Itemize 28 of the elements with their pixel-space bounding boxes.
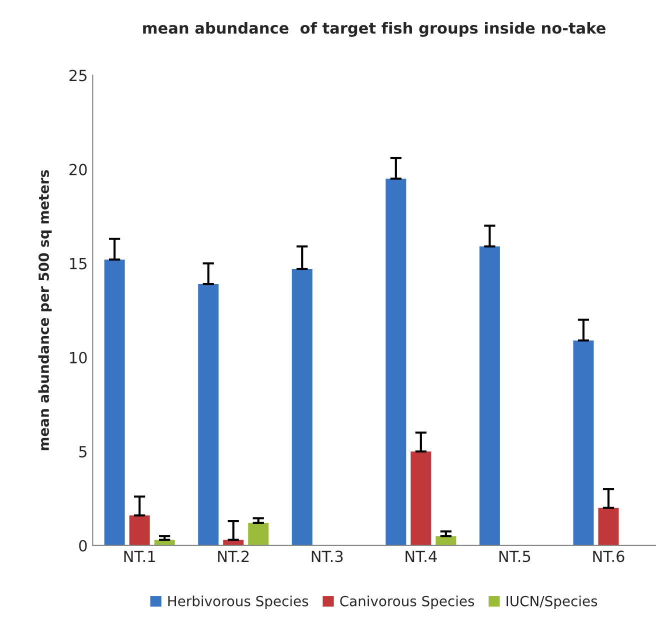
y-tick-label: 15 bbox=[70, 258, 86, 270]
bar bbox=[292, 268, 312, 546]
bar bbox=[198, 284, 219, 546]
bar bbox=[573, 340, 594, 546]
bar bbox=[104, 260, 125, 546]
y-tick-label: 25 bbox=[69, 70, 86, 82]
legend-label: Canivorous Species bbox=[340, 596, 474, 610]
bar bbox=[129, 515, 150, 546]
bar bbox=[248, 522, 269, 546]
x-tick-label: NT.3 bbox=[312, 550, 343, 562]
x-tick-label: NT.5 bbox=[499, 550, 530, 562]
y-tick-label: 20 bbox=[69, 164, 87, 176]
bar bbox=[436, 536, 456, 546]
y-tick-label: 10 bbox=[70, 352, 87, 364]
chart-title: mean abundance of target fish groups inside no-take bbox=[143, 22, 606, 37]
y-tick-label: 5 bbox=[79, 446, 86, 458]
bar bbox=[386, 178, 406, 546]
legend-label: IUCN/Species bbox=[506, 596, 598, 610]
legend-label: Herbivorous Species bbox=[168, 596, 308, 610]
bar bbox=[410, 451, 432, 546]
x-tick-label: NT.6 bbox=[593, 550, 624, 562]
y-axis-title: mean abundance per 500 sq meters bbox=[38, 170, 52, 450]
bar bbox=[479, 246, 500, 546]
x-tick-label: NT.2 bbox=[218, 550, 249, 562]
bar bbox=[598, 508, 619, 546]
y-tick-label: 0 bbox=[79, 540, 87, 552]
x-tick-label: NT.4 bbox=[406, 550, 437, 562]
x-tick-label: NT.1 bbox=[124, 550, 155, 562]
